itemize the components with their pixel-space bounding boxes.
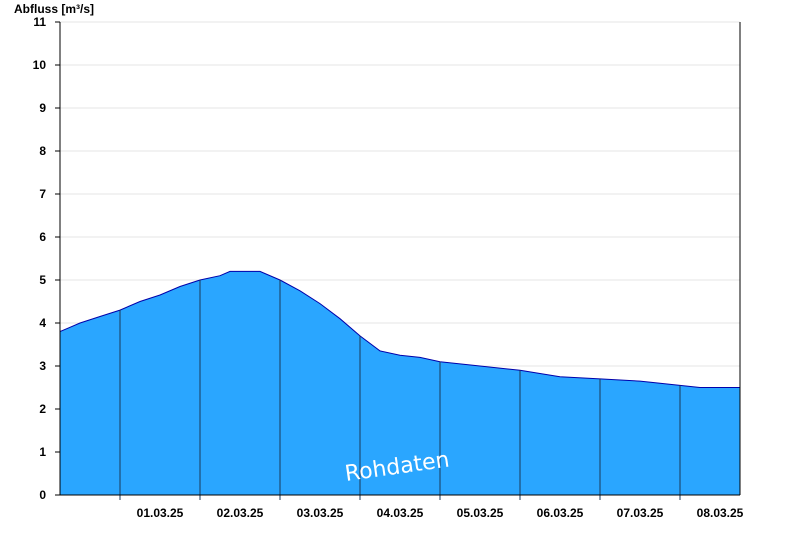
x-tick-label-7: 07.03.25	[617, 506, 664, 520]
x-tick-label-1: 01.03.25	[137, 506, 184, 520]
y-tick-label-6: 6	[39, 230, 46, 244]
y-tick-label-9: 9	[39, 101, 46, 115]
y-tick-label-7: 7	[39, 187, 46, 201]
y-tick-label-5: 5	[39, 273, 46, 287]
x-tick-label-6: 06.03.25	[537, 506, 584, 520]
y-tick-label-2: 2	[39, 402, 46, 416]
y-tick-label-4: 4	[39, 316, 46, 330]
y-tick-label-0: 0	[39, 488, 46, 502]
x-tick-label-2: 02.03.25	[217, 506, 264, 520]
y-tick-label-8: 8	[39, 144, 46, 158]
y-tick-label-1: 1	[39, 445, 46, 459]
x-tick-label-3: 03.03.25	[297, 506, 344, 520]
y-tick-label-11: 11	[33, 15, 46, 29]
y-axis-label: Abfluss [m³/s]	[14, 2, 94, 16]
axes: 0 1 2 3 4 5 6 7 8 9 10 11 01.03.25 02.03.25 03.03.25 04…	[33, 15, 744, 520]
x-tick-label-5: 05.03.25	[457, 506, 504, 520]
discharge-line	[59, 270, 740, 388]
x-tick-label-8: 08.03.25	[697, 506, 744, 520]
x-tick-label-4: 04.03.25	[377, 506, 424, 520]
discharge-area	[60, 271, 740, 495]
y-tick-label-10: 10	[33, 58, 47, 72]
y-tick-label-3: 3	[39, 359, 46, 373]
day-separators	[119, 280, 681, 500]
